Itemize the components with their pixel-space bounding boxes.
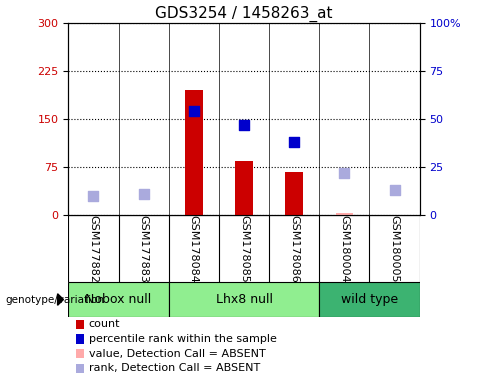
Point bbox=[190, 108, 198, 114]
Text: GSM178086: GSM178086 bbox=[289, 215, 299, 283]
Text: percentile rank within the sample: percentile rank within the sample bbox=[89, 334, 277, 344]
Bar bbox=[68, 282, 169, 317]
Bar bbox=[235, 161, 253, 215]
Text: GSM177883: GSM177883 bbox=[139, 215, 149, 283]
Text: Nobox null: Nobox null bbox=[85, 293, 152, 306]
Point bbox=[290, 139, 298, 145]
Point bbox=[391, 187, 399, 193]
Bar bbox=[336, 213, 353, 215]
Text: count: count bbox=[89, 319, 121, 329]
Polygon shape bbox=[58, 294, 63, 305]
Point bbox=[89, 193, 97, 199]
Text: wild type: wild type bbox=[341, 293, 398, 306]
Bar bbox=[285, 172, 303, 215]
Text: GSM177882: GSM177882 bbox=[88, 215, 99, 283]
Bar bbox=[319, 282, 420, 317]
Text: GSM180005: GSM180005 bbox=[389, 215, 400, 282]
Text: rank, Detection Call = ABSENT: rank, Detection Call = ABSENT bbox=[89, 363, 260, 373]
Point bbox=[341, 170, 348, 176]
Text: GSM180004: GSM180004 bbox=[339, 215, 349, 283]
Point bbox=[240, 122, 248, 128]
Text: GSM178085: GSM178085 bbox=[239, 215, 249, 283]
Text: value, Detection Call = ABSENT: value, Detection Call = ABSENT bbox=[89, 349, 265, 359]
Bar bbox=[169, 282, 319, 317]
Title: GDS3254 / 1458263_at: GDS3254 / 1458263_at bbox=[155, 5, 333, 22]
Text: GSM178084: GSM178084 bbox=[189, 215, 199, 283]
Point bbox=[140, 191, 147, 197]
Text: Lhx8 null: Lhx8 null bbox=[216, 293, 272, 306]
Text: genotype/variation: genotype/variation bbox=[5, 295, 104, 305]
Bar bbox=[185, 90, 203, 215]
